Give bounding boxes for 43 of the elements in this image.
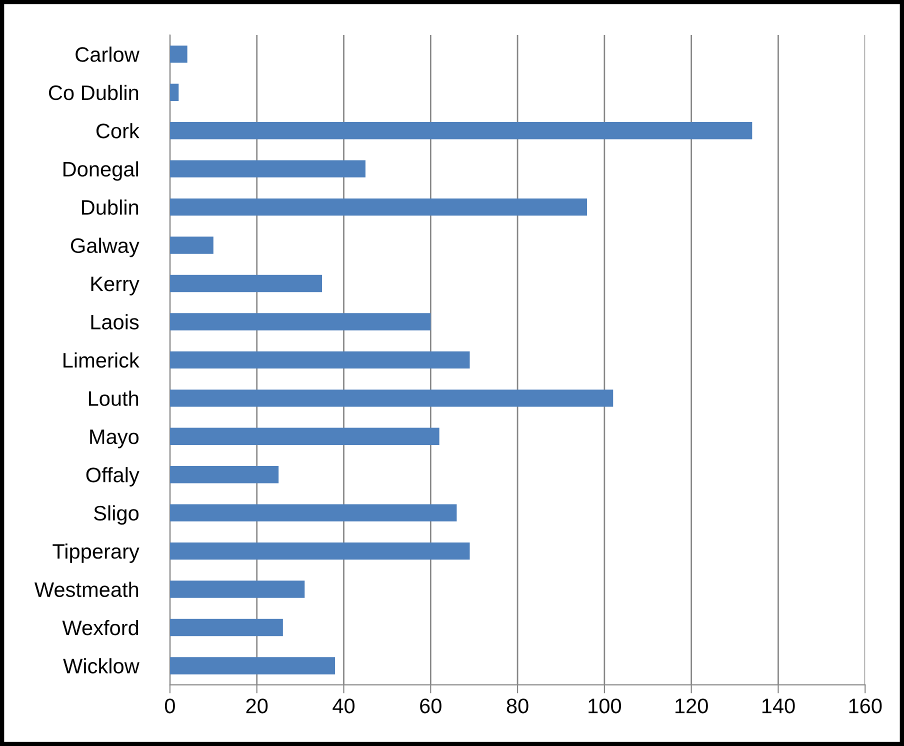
bar bbox=[170, 313, 431, 330]
x-tick-label: 120 bbox=[676, 698, 708, 714]
bar bbox=[170, 390, 614, 407]
y-tick-label: Galway bbox=[70, 238, 140, 258]
y-tick-label: Offaly bbox=[86, 467, 140, 486]
bar bbox=[170, 122, 752, 140]
bar bbox=[170, 198, 588, 216]
y-tick-label: Wexford bbox=[62, 620, 138, 636]
y-tick-label: Cork bbox=[96, 123, 140, 138]
bar bbox=[170, 466, 279, 484]
bar bbox=[170, 46, 188, 63]
x-tick-label: 100 bbox=[588, 698, 622, 714]
y-tick-label: Mayo bbox=[90, 430, 139, 448]
bar bbox=[170, 542, 470, 560]
bar bbox=[170, 84, 179, 101]
bar bbox=[170, 618, 283, 636]
y-tick-label: Kerry bbox=[91, 276, 140, 296]
x-tick-label: 40 bbox=[332, 698, 355, 714]
bar bbox=[170, 504, 457, 522]
bar bbox=[170, 580, 305, 598]
y-tick-label: Louth bbox=[88, 390, 138, 406]
y-tick-label: Sligo bbox=[94, 505, 139, 525]
y-tick-label: Tipperary bbox=[52, 544, 140, 563]
x-tick-label: 160 bbox=[849, 698, 882, 714]
y-tick-label: Co Dublin bbox=[48, 84, 138, 100]
x-tick-label: 0 bbox=[164, 698, 175, 714]
y-tick-label: Westmeath bbox=[34, 582, 138, 598]
x-tick-label: 140 bbox=[762, 698, 795, 714]
y-tick-label: Wicklow bbox=[63, 658, 140, 674]
y-tick-label: Dublin bbox=[82, 200, 138, 215]
y-tick-label: Carlow bbox=[76, 46, 140, 62]
bar bbox=[170, 160, 366, 178]
x-tick-label: 60 bbox=[420, 698, 442, 714]
bar bbox=[170, 274, 322, 292]
bar bbox=[170, 428, 440, 445]
bar bbox=[170, 657, 336, 674]
bar bbox=[170, 351, 470, 369]
y-tick-label: Laois bbox=[91, 314, 139, 330]
x-tick-label: 80 bbox=[506, 698, 528, 714]
y-tick-label: Limerick bbox=[64, 352, 140, 368]
bar bbox=[170, 236, 214, 254]
x-tick-label: 20 bbox=[246, 698, 268, 714]
y-tick-label: Donegal bbox=[64, 161, 138, 181]
